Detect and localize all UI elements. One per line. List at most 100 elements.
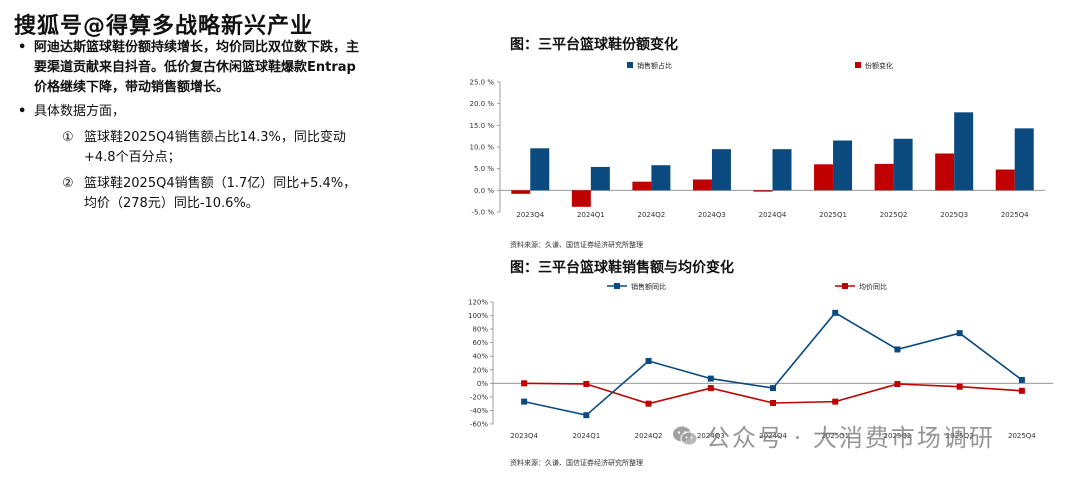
x-tick-label: 2025Q1 xyxy=(819,211,847,219)
chart2-source: 资料来源：久谦、国信证券经济研究所整理 xyxy=(510,459,643,467)
bar-sales-share xyxy=(893,138,913,191)
watermark-bottom: 公众号 · 大消费市场调研 xyxy=(672,418,995,453)
point-price-yoy xyxy=(894,381,901,388)
x-tick-label: 2025Q4 xyxy=(1008,432,1036,440)
legend-label-price-yoy: 均价同比 xyxy=(859,282,887,291)
y-tick-label: -40% xyxy=(470,407,488,415)
bar-share-change xyxy=(632,181,652,191)
y-tick-label: 100% xyxy=(468,312,488,320)
x-tick-label: 2024Q2 xyxy=(635,432,663,440)
y-tick-label: 120% xyxy=(468,299,488,307)
bar-sales-share xyxy=(954,112,974,191)
bullet-2-text: 具体数据方面， xyxy=(34,104,126,119)
point-price-yoy xyxy=(521,380,528,387)
sub-item-2-text: 篮球鞋2025Q4销售额（1.7亿）同比+5.4%，均价（278元）同比-10.… xyxy=(84,176,357,211)
sub-item-1: ① 篮球鞋2025Q4销售额占比14.3%，同比变动+4.8个百分点； xyxy=(62,128,368,168)
point-sales-yoy xyxy=(1018,376,1025,383)
x-tick-label: 2024Q2 xyxy=(637,211,665,219)
watermark-top: 搜狐号@得算多战略新兴产业 xyxy=(14,14,314,39)
y-tick-label: 10.0 % xyxy=(470,144,495,152)
bar-sales-share xyxy=(590,166,610,191)
x-tick-label: 2025Q3 xyxy=(940,211,968,219)
chart2-title: 图：三平台篮球鞋销售额与均价变化 xyxy=(510,260,734,276)
bar-share-change xyxy=(571,190,591,207)
sub-item-2: ② 篮球鞋2025Q4销售额（1.7亿）同比+5.4%，均价（278元）同比-1… xyxy=(62,174,368,214)
x-tick-label: 2024Q3 xyxy=(697,432,725,440)
point-sales-yoy xyxy=(770,385,776,392)
legend-swatch-share-change xyxy=(855,62,861,68)
x-tick-label: 2025Q1 xyxy=(821,432,849,440)
x-tick-label: 2024Q1 xyxy=(577,211,605,219)
bullet-dot: • xyxy=(18,40,27,55)
point-sales-yoy xyxy=(894,346,901,353)
point-sales-yoy xyxy=(832,309,839,316)
y-tick-label: 60% xyxy=(472,339,488,347)
bar-sales-share xyxy=(651,165,671,191)
x-tick-label: 2024Q3 xyxy=(698,211,726,219)
point-price-yoy xyxy=(583,381,590,388)
legend-label-sales-share: 销售额占比 xyxy=(637,61,672,70)
y-tick-label: -5.0 % xyxy=(471,209,494,217)
y-tick-label: 20.0 % xyxy=(470,100,495,108)
y-tick-label: 5.0 % xyxy=(474,165,494,173)
chart2-sales-price-line-chart: 销售额同比 均价同比 -60% -40% -20% 0% 20% 40% 60% 80% 100% 1… xyxy=(468,282,1053,440)
x-tick-label: 2024Q1 xyxy=(572,432,600,440)
y-tick-label: 25.0 % xyxy=(470,79,495,87)
bar-share-change xyxy=(874,163,894,191)
point-price-yoy xyxy=(645,400,652,407)
y-tick-label: 15.0 % xyxy=(470,122,495,130)
bar-share-change xyxy=(692,179,712,191)
bullet-dot: • xyxy=(18,104,27,119)
series-line-sales-yoy xyxy=(523,311,1023,417)
bar-sales-share xyxy=(772,149,792,191)
bar-share-change xyxy=(814,164,834,191)
point-price-yoy xyxy=(707,385,714,392)
y-tick-label: 0% xyxy=(477,380,488,388)
legend-marker-sales-yoy xyxy=(614,283,620,289)
chart1-source: 资料来源：久谦、国信证券经济研究所整理 xyxy=(510,241,643,249)
x-tick-label: 2024Q4 xyxy=(759,211,787,219)
bullet-1: • 阿迪达斯篮球鞋份额持续增长，均价同比双位数下跌，主要渠道贡献来自抖音。低价复… xyxy=(18,38,368,98)
point-price-yoy xyxy=(832,398,839,405)
chart1-share-bar-chart: 销售额占比 份额变化 -5.0 % 0.0 % 5.0 % 10.0 % 15.0 % 20.… xyxy=(470,61,1045,219)
point-sales-yoy xyxy=(707,375,714,382)
y-tick-label: -20% xyxy=(470,393,488,401)
point-sales-yoy xyxy=(956,330,963,337)
legend-label-sales-yoy: 销售额同比 xyxy=(631,282,666,291)
bullet-1-text: 阿迪达斯篮球鞋份额持续增长，均价同比双位数下跌，主要渠道贡献来自抖音。低价复古休… xyxy=(34,40,360,95)
legend-swatch-sales-share xyxy=(627,62,633,68)
y-tick-label: 80% xyxy=(472,326,488,334)
bar-share-change xyxy=(935,153,955,191)
bar-sales-share xyxy=(833,140,853,191)
legend-label-share-change: 份额变化 xyxy=(865,61,893,70)
x-tick-label: 2025Q2 xyxy=(884,432,912,440)
point-sales-yoy xyxy=(583,412,590,419)
legend-marker-price-yoy xyxy=(842,283,848,289)
bar-sales-share xyxy=(1014,128,1034,191)
bar-sales-share xyxy=(530,148,550,191)
x-tick-label: 2025Q4 xyxy=(1001,211,1029,219)
bar-share-change xyxy=(511,190,531,194)
point-price-yoy xyxy=(956,383,963,390)
x-tick-label: 2023Q4 xyxy=(510,432,538,440)
x-tick-label: 2025Q3 xyxy=(946,432,974,440)
y-tick-label: 0.0 % xyxy=(474,187,494,195)
x-tick-label: 2025Q2 xyxy=(880,211,908,219)
y-tick-label: 40% xyxy=(472,353,488,361)
point-sales-yoy xyxy=(521,398,528,405)
bullet-2: • 具体数据方面， xyxy=(18,102,368,122)
y-tick-label: 20% xyxy=(472,366,488,374)
bar-sales-share xyxy=(711,149,731,191)
sub-item-1-number: ① xyxy=(62,130,74,145)
bar-share-change xyxy=(753,190,773,192)
x-tick-label: 2024Q4 xyxy=(759,432,787,440)
x-tick-label: 2023Q4 xyxy=(516,211,544,219)
point-price-yoy xyxy=(770,399,776,406)
point-sales-yoy xyxy=(645,357,652,364)
sub-item-2-number: ② xyxy=(62,176,74,191)
point-price-yoy xyxy=(1018,387,1025,394)
y-tick-label: -60% xyxy=(470,421,488,429)
bar-share-change xyxy=(995,169,1015,191)
wechat-icon xyxy=(673,426,698,445)
chart1-title: 图：三平台篮球鞋份额变化 xyxy=(510,37,678,53)
